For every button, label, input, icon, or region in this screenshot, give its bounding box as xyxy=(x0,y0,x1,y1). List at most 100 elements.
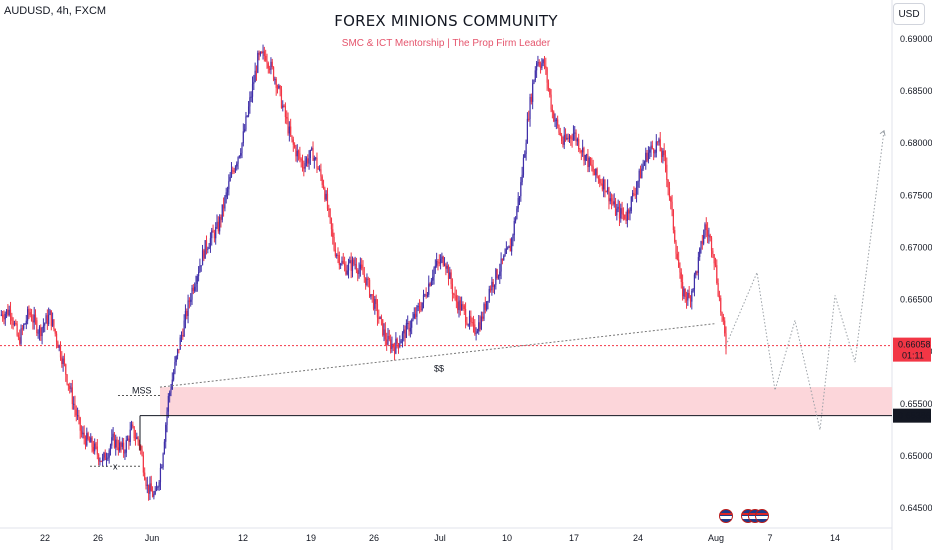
candle-body xyxy=(647,152,650,161)
candle-body xyxy=(626,209,628,221)
candle-body xyxy=(112,433,114,438)
candle-body xyxy=(664,155,667,165)
candle-body xyxy=(58,345,60,348)
candle-body xyxy=(41,327,43,337)
candle-body xyxy=(295,147,297,157)
candle-body xyxy=(9,309,12,317)
candle-body xyxy=(599,178,601,183)
candle-body xyxy=(436,260,438,266)
candle-body xyxy=(216,221,218,227)
level-value: 0.65386 xyxy=(898,411,931,421)
time-tick-label: 26 xyxy=(93,533,103,543)
us-flag-icon[interactable] xyxy=(755,509,769,523)
candle-body xyxy=(153,493,155,497)
candle-body xyxy=(595,168,597,176)
candle-body xyxy=(630,196,632,212)
candle-body xyxy=(546,68,548,83)
candle-body xyxy=(612,201,614,205)
candle-body xyxy=(86,433,88,446)
candle-body xyxy=(438,262,440,264)
candle-body xyxy=(499,271,501,277)
candle-body xyxy=(125,440,127,453)
candle-body xyxy=(129,429,131,443)
candle-body xyxy=(649,149,651,153)
candle-body xyxy=(150,483,152,492)
candle-body xyxy=(254,70,256,83)
candle-body xyxy=(489,288,492,291)
candle-body xyxy=(157,486,159,488)
candle-body xyxy=(20,328,22,344)
candle-body xyxy=(620,208,622,219)
candle-body xyxy=(250,96,252,98)
candle-body xyxy=(447,265,450,279)
candle-body xyxy=(566,137,568,140)
candle-body xyxy=(222,204,225,209)
candle-body xyxy=(676,253,678,260)
candle-body xyxy=(73,403,75,405)
candle-body xyxy=(146,484,148,486)
candle-body xyxy=(417,306,419,308)
candle-body xyxy=(145,479,147,486)
candle-body xyxy=(713,254,715,264)
candle-body xyxy=(75,409,77,416)
symbol-label[interactable]: AUDUSD, 4h, FXCM xyxy=(4,5,107,17)
candle-body xyxy=(541,63,543,69)
candle-body xyxy=(357,270,359,275)
candle-body xyxy=(79,417,81,431)
candle-body xyxy=(681,282,684,297)
candle-body xyxy=(680,272,682,283)
candle-body xyxy=(521,174,523,183)
candle-body xyxy=(49,310,51,315)
candle-body xyxy=(542,59,544,64)
candle-body xyxy=(82,432,84,435)
candle-body xyxy=(376,304,379,318)
candle-body xyxy=(396,338,398,344)
candle-body xyxy=(107,457,109,459)
candle-body xyxy=(503,255,505,261)
candle-body xyxy=(709,235,711,238)
candle-body xyxy=(91,437,93,448)
candle-body xyxy=(217,221,219,232)
currency-button[interactable]: USD xyxy=(893,3,925,25)
candle-body xyxy=(622,213,625,215)
candle-body xyxy=(496,269,498,279)
candle-body xyxy=(48,314,50,325)
time-tick-label: Jun xyxy=(145,533,160,543)
candle-body xyxy=(374,299,376,309)
candle-body xyxy=(393,347,396,354)
candle-body xyxy=(597,176,600,179)
candle-body xyxy=(265,55,267,61)
candle-body xyxy=(380,316,383,320)
candle-body xyxy=(290,126,292,136)
candle-body xyxy=(195,283,197,287)
candle-body xyxy=(226,189,229,193)
candle-body xyxy=(589,157,592,165)
projection-path xyxy=(725,130,885,430)
candle-body xyxy=(653,148,655,154)
candle-body xyxy=(5,309,8,314)
candle-body xyxy=(69,385,71,390)
candle-body xyxy=(205,240,208,250)
candle-body xyxy=(176,349,179,357)
candle-body xyxy=(297,150,300,154)
candle-body xyxy=(564,134,567,140)
candle-body xyxy=(55,333,58,342)
candle-body xyxy=(115,439,117,448)
candle-body xyxy=(504,253,506,256)
candle-body xyxy=(607,187,609,192)
price-tick-label: 0.68500 xyxy=(900,86,932,96)
us-flag-icon[interactable] xyxy=(719,509,733,523)
price-tick-label: 0.66500 xyxy=(900,295,932,305)
candle-body xyxy=(194,286,196,291)
candle-body xyxy=(404,329,406,338)
candle-body xyxy=(432,276,434,281)
candle-body xyxy=(142,455,144,473)
candle-body xyxy=(121,442,123,447)
candle-body xyxy=(104,452,106,460)
candle-body xyxy=(621,208,623,214)
candle-body xyxy=(128,438,130,443)
candle-body xyxy=(329,209,331,218)
candle-body xyxy=(245,116,247,130)
candle-body xyxy=(301,160,304,168)
